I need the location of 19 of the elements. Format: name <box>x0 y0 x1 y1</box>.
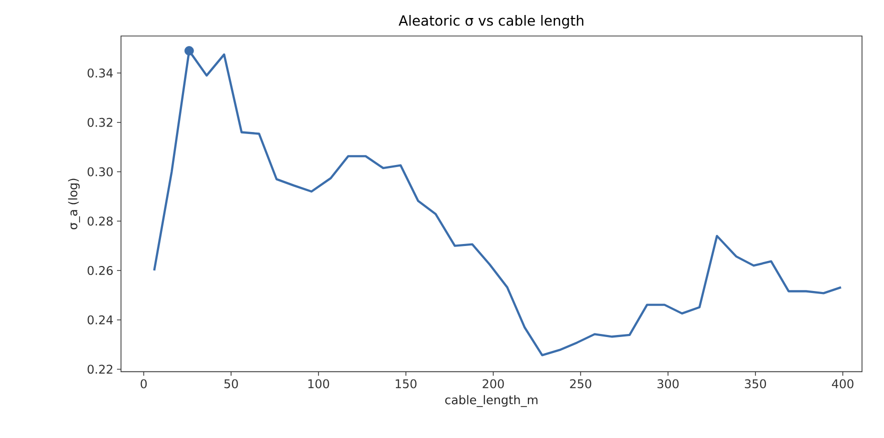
chart-title: Aleatoric σ vs cable length <box>398 15 584 28</box>
x-tick-label: 300 <box>658 379 679 388</box>
x-tick-label: 250 <box>570 379 592 388</box>
x-tick-label: 150 <box>396 379 416 388</box>
x-tick-label: 350 <box>744 379 766 388</box>
y-tick-label: 0.32 <box>88 118 112 127</box>
y-tick-label: 0.30 <box>88 167 113 176</box>
y-tick-label: 0.22 <box>88 364 112 374</box>
y-axis-title: σ_a (log) <box>68 178 80 230</box>
y-tick-label: 0.34 <box>88 68 113 78</box>
x-tick-label: 200 <box>482 379 504 388</box>
x-tick-label: 50 <box>224 379 238 388</box>
x-tick-label: 400 <box>832 379 854 388</box>
x-tick-label: 100 <box>308 379 330 388</box>
x-axis-title: cable_length_m <box>445 395 538 407</box>
y-tick-label: 0.28 <box>88 216 113 226</box>
y-tick-label: 0.24 <box>88 315 113 324</box>
y-tick-label: 0.26 <box>88 266 113 276</box>
x-tick-label: 0 <box>140 379 147 388</box>
